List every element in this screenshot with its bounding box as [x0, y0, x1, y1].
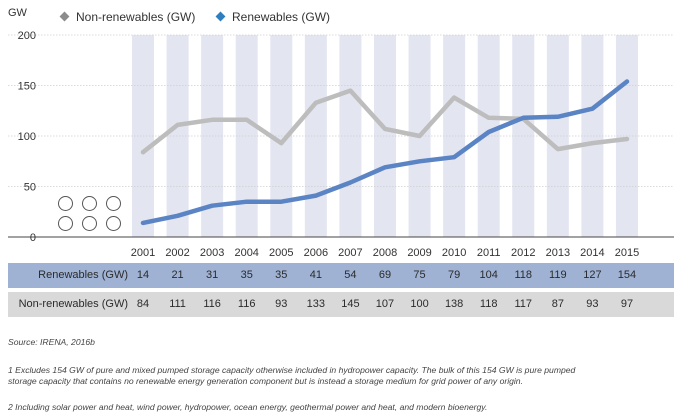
x-tick-label: 2012 [511, 247, 535, 259]
table-cell: 14 [136, 269, 150, 281]
ocean-energy-icon: ≈ [58, 216, 73, 231]
table-cell: 35 [240, 269, 253, 281]
x-tick-label: 2004 [234, 247, 258, 259]
table-cell: 116 [237, 298, 256, 310]
table-row-label-non-renewables: Non-renewables (GW) [18, 298, 128, 310]
series-lines [140, 79, 630, 226]
x-tick-label: 2010 [442, 247, 466, 259]
table-row-renewables [8, 263, 674, 288]
column-band [512, 35, 535, 237]
geothermal-icon: ♨ [82, 196, 97, 211]
table-cell: 107 [375, 298, 395, 310]
table-cell: 93 [586, 298, 599, 310]
table-cell: 145 [341, 298, 360, 310]
table-cell: 97 [620, 298, 634, 310]
solar-icon: ☀ [82, 216, 97, 231]
y-axis-unit-label: GW [8, 7, 28, 19]
table-cell: 79 [448, 269, 461, 281]
legend: Non-renewables (GW) Renewables (GW) [59, 10, 330, 24]
table-cell: 118 [514, 269, 533, 281]
table-cell: 75 [413, 269, 426, 281]
x-axis: 2001 2002 2003 2004 2005 2006 2007 2008 2009 2010… [131, 247, 639, 259]
x-tick-label: 2005 [269, 247, 293, 259]
y-tick-label: 200 [18, 30, 36, 42]
bioenergy-icon: ♣ [58, 196, 73, 211]
table-cell: 54 [344, 269, 357, 281]
y-axis: 0 50 100 150 200 [18, 30, 36, 244]
legend-label-non-renewables: Non-renewables (GW) [76, 10, 195, 24]
table-cell: 138 [444, 298, 464, 310]
table-row-non-renewables [8, 292, 674, 317]
table-cell: 133 [306, 298, 326, 310]
table-cell: 154 [617, 269, 637, 281]
y-tick-label: 150 [18, 81, 36, 93]
x-tick-label: 2014 [580, 247, 604, 259]
hydropower-icon: ◍ [106, 196, 121, 211]
legend-marker-non-renewables [59, 11, 70, 22]
table-cell: 93 [275, 298, 288, 310]
column-band [443, 35, 466, 237]
y-tick-label: 50 [24, 182, 36, 194]
table-cell: 41 [309, 269, 322, 281]
column-band [581, 35, 604, 237]
x-tick-label: 2002 [165, 247, 189, 259]
table-cell: 117 [514, 298, 533, 310]
legend-label-renewables: Renewables (GW) [232, 10, 330, 24]
technology-icons: ♣ ♨ ◍ ≈ ☀ ✣ [58, 196, 130, 236]
table-cell: 84 [136, 298, 150, 310]
table-cell: 31 [206, 269, 219, 281]
table-cell: 87 [551, 298, 564, 310]
x-tick-label: 2013 [546, 247, 570, 259]
x-tick-label: 2009 [407, 247, 431, 259]
x-tick-label: 2007 [338, 247, 362, 259]
table-row-label-renewables: Renewables (GW) [38, 269, 128, 281]
table-cell: 118 [479, 298, 498, 310]
x-tick-label: 2008 [373, 247, 397, 259]
table-cell: 35 [275, 269, 288, 281]
y-tick-label: 0 [30, 232, 36, 244]
source-note: Source: IRENA, 2016b [8, 337, 95, 347]
x-tick-label: 2003 [200, 247, 224, 259]
legend-marker-renewables [215, 11, 226, 22]
x-tick-label: 2015 [615, 247, 639, 259]
table-cell: 119 [549, 269, 567, 281]
table-cell: 111 [169, 298, 186, 310]
wind-icon: ✣ [106, 216, 121, 231]
table-cell: 104 [479, 269, 498, 281]
x-tick-label: 2006 [304, 247, 328, 259]
footnote-2: 2 Including solar power and heat, wind p… [8, 402, 488, 412]
table-cell: 69 [378, 269, 392, 281]
x-tick-label: 2011 [477, 247, 501, 259]
table-cell: 100 [410, 298, 429, 310]
table-cell: 116 [203, 298, 221, 310]
table-cell: 127 [583, 269, 602, 281]
y-tick-label: 100 [18, 131, 36, 143]
footnote-1: 1 Excludes 154 GW of pure and mixed pump… [8, 365, 576, 386]
x-tick-label: 2001 [131, 247, 155, 259]
table-cell: 21 [171, 269, 184, 281]
